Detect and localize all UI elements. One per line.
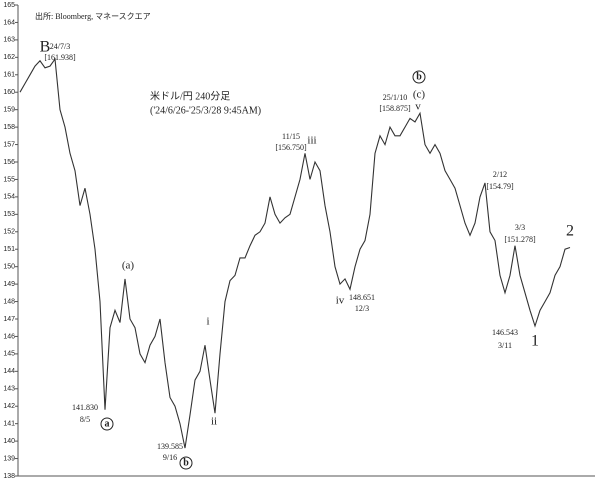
annotation: [161.938] [44,53,76,62]
y-tick-label: 161 [3,72,15,79]
annotation: (a) [122,260,135,272]
y-tick-label: 165 [3,2,15,9]
annotation-circle [100,417,114,431]
annotation: a [105,418,110,429]
y-tick-label: 141 [3,421,15,428]
y-tick-label: 148 [3,298,15,305]
chart-subtitle: ('24/6/26-'25/3/28 9:45AM) [150,105,261,116]
y-tick-label: 158 [3,124,15,131]
y-tick-label: 150 [3,264,15,271]
annotation: 3/11 [498,341,512,350]
annotation: b [183,457,189,468]
y-tick-label: 160 [3,89,15,96]
annotation: 141.830 [72,403,98,412]
annotation: B [40,39,51,56]
annotation: iii [307,135,316,147]
annotation: [151.278] [504,235,536,244]
annotation: 25/1/10 [383,93,407,102]
annotation: 1 [531,333,539,350]
annotation-circle [412,70,426,84]
annotation: 2 [566,223,574,240]
annotation: v [415,101,421,113]
y-tick-label: 144 [3,368,15,375]
y-tick-label: 164 [3,19,15,26]
y-tick-label: 151 [3,246,15,253]
y-tick-label: 147 [3,316,15,323]
annotation: [156.750] [275,143,307,152]
y-tick-label: 140 [3,438,15,445]
annotation: ii [211,416,217,428]
y-tick-label: 154 [3,194,15,201]
annotation: iv [336,295,345,307]
y-tick-label: 152 [3,229,15,236]
annotation: 148.651 [349,293,375,302]
y-tick-label: 159 [3,107,15,114]
annotation: i [206,316,209,328]
y-tick-label: 155 [3,176,15,183]
y-tick-label: 145 [3,351,15,358]
y-tick-label: 142 [3,403,15,410]
annotation: 8/5 [80,415,90,424]
y-tick-label: 162 [3,54,15,61]
annotation: 9/16 [163,453,177,462]
y-tick-label: 153 [3,211,15,218]
source: 出所: Bloomberg, マネースクエア [35,11,151,21]
y-tick-label: 138 [3,473,15,480]
annotation: [158.875] [379,104,411,113]
y-tick-label: 163 [3,37,15,44]
y-tick-label: 149 [3,281,15,288]
price-line [19,57,571,449]
annotation: 3/3 [515,223,525,232]
annotation: 11/15 [282,132,300,141]
annotation-circle [179,456,193,470]
annotation: [154.79] [486,182,514,191]
y-tick-label: 156 [3,159,15,166]
annotation: 146.543 [492,328,518,337]
chart-title: 米ドル/円 240分足 [150,89,230,102]
annotation: 2/12 [493,170,507,179]
y-tick-label: 139 [3,455,15,462]
annotation: 139.585 [157,442,183,451]
y-tick-label: 157 [3,141,15,148]
annotation: (c) [413,89,426,101]
y-tick-label: 143 [3,386,15,393]
y-tick-label: 146 [3,333,15,340]
annotation: b [416,71,422,82]
annotation: 12/3 [355,304,369,313]
annotation: 24/7/3 [50,42,70,51]
